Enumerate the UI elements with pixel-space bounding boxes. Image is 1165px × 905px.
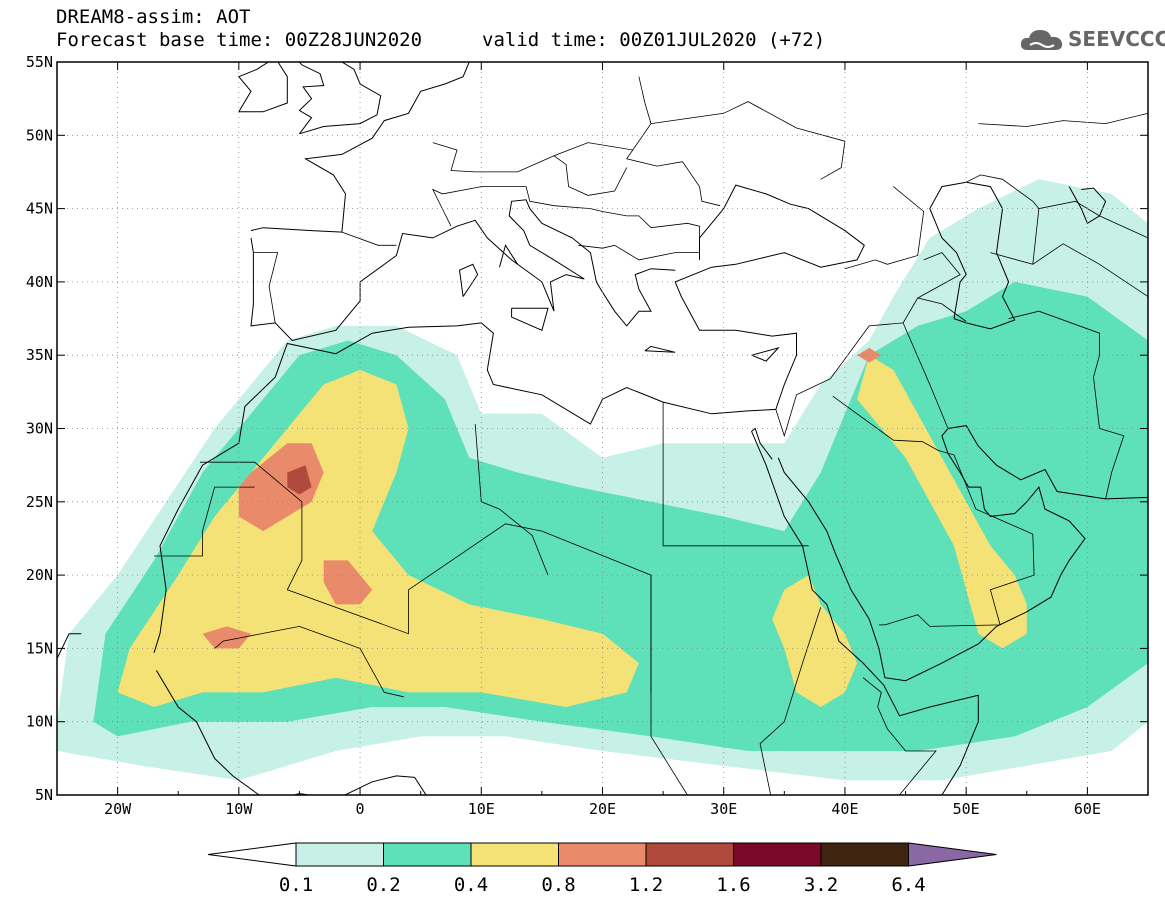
country-border <box>1032 243 1148 297</box>
aot-region-1_2 <box>287 465 312 495</box>
tick-label-lat: 55N <box>26 53 53 71</box>
country-border <box>650 101 846 180</box>
colorbar-level-label: 0.1 <box>279 874 313 896</box>
coastlines <box>57 62 1148 795</box>
cloud-icon <box>1020 30 1063 50</box>
tick-label-lon: 60E <box>1074 800 1101 818</box>
coastline <box>250 62 470 233</box>
colorbar-level-label: 0.8 <box>541 874 575 896</box>
tick-label-lon: 10E <box>468 800 495 818</box>
tick-label-lat: 30N <box>26 420 53 438</box>
colorbar-level-label: 0.2 <box>366 874 400 896</box>
tick-label-lat: 20N <box>26 566 53 584</box>
colorbar-over-triangle <box>908 842 997 867</box>
coastline <box>57 633 82 659</box>
colorbar-swatch <box>645 842 734 867</box>
tick-label-lat: 5N <box>35 786 53 804</box>
country-border <box>775 322 949 438</box>
country-border <box>432 76 652 173</box>
coastline <box>751 346 780 362</box>
tick-label-lon: 10W <box>225 800 253 818</box>
coastline <box>153 184 865 653</box>
colorbar-swatch <box>295 842 384 867</box>
colorbar-level-label: 1.6 <box>716 874 750 896</box>
coastline <box>250 199 676 342</box>
country-border <box>1008 310 1125 499</box>
seevccc-logo: SEEVCCC <box>1018 24 1165 56</box>
coastline <box>777 425 1148 682</box>
country-border <box>978 112 1148 127</box>
country-border <box>832 395 1035 627</box>
colorbar-swatch <box>470 842 559 867</box>
axis-ticks: 20W 10W 0 10E 20E 30E 40E 50E 60E 55N 50N 45N 40N 35N… <box>26 53 1149 818</box>
tick-label-lat: 35N <box>26 346 53 364</box>
valid-time: valid time: 00Z01JUL2020 (+72) <box>482 29 826 51</box>
aot-region-0_8 <box>323 560 373 605</box>
colorbar-swatch <box>820 842 909 867</box>
country-border <box>474 424 549 576</box>
coastline <box>644 345 676 353</box>
coastline <box>499 244 519 268</box>
aot-region-0_8 <box>857 347 882 363</box>
country-border <box>990 200 1148 265</box>
country-border <box>662 402 809 547</box>
coastline <box>458 263 479 297</box>
tick-label-lon: 20E <box>589 800 616 818</box>
coastline <box>155 670 427 795</box>
tick-label-lat: 50N <box>26 126 53 144</box>
country-border <box>254 461 652 693</box>
colorbar-swatch <box>558 842 647 867</box>
colorbar: 0.1 0.2 0.4 0.8 1.2 1.6 3.2 6.4 <box>207 842 997 896</box>
aot-field <box>57 179 1148 781</box>
colorbar-level-label: 0.4 <box>454 874 488 896</box>
coastline <box>750 427 979 795</box>
graticule <box>57 62 1148 795</box>
country-border <box>966 174 1040 209</box>
aot-region-0_8 <box>238 443 324 532</box>
coastline <box>299 62 382 135</box>
country-border <box>431 186 700 261</box>
country-border <box>253 252 279 323</box>
country-border <box>626 149 721 207</box>
colorbar-level-label: 6.4 <box>891 874 925 896</box>
aot-region-0_4 <box>772 575 858 707</box>
colorbar-swatch <box>733 842 822 867</box>
colorbar-swatch <box>383 842 472 867</box>
country-border <box>902 297 967 324</box>
logo-text: SEEVCCC <box>1068 27 1165 51</box>
country-border <box>844 186 925 270</box>
country-border <box>650 575 688 795</box>
country-border <box>917 252 961 299</box>
colorbar-level-label: 3.2 <box>804 874 838 896</box>
tick-label-lon: 30E <box>710 800 737 818</box>
tick-label-lon: 0 <box>356 800 365 818</box>
country-border <box>214 625 404 698</box>
colorbar-level-label: 1.2 <box>629 874 663 896</box>
aot-region-0_4 <box>857 355 1027 649</box>
map-title: DREAM8-assim: AOT <box>56 6 251 28</box>
forecast-base-time: Forecast base time: 00Z28JUN2020 <box>56 29 423 51</box>
tick-label-lat: 40N <box>26 273 53 291</box>
coastline <box>511 307 549 331</box>
tick-label-lat: 45N <box>26 200 53 218</box>
coastline <box>929 181 1016 330</box>
country-border <box>154 486 255 557</box>
country-border <box>553 155 628 196</box>
tick-label-lat: 25N <box>26 493 53 511</box>
country-border <box>341 231 397 246</box>
country-border <box>759 607 822 795</box>
tick-label-lat: 15N <box>26 639 53 657</box>
coastline <box>298 62 325 135</box>
coastline <box>237 62 288 113</box>
colorbar-under-triangle <box>207 842 297 867</box>
aot-region-0_4 <box>117 369 639 707</box>
tick-label-lon: 50E <box>953 800 980 818</box>
tick-label-lon: 40E <box>831 800 858 818</box>
tick-label-lon: 20W <box>104 800 132 818</box>
country-border <box>862 677 937 795</box>
tick-label-lat: 10N <box>26 713 53 731</box>
